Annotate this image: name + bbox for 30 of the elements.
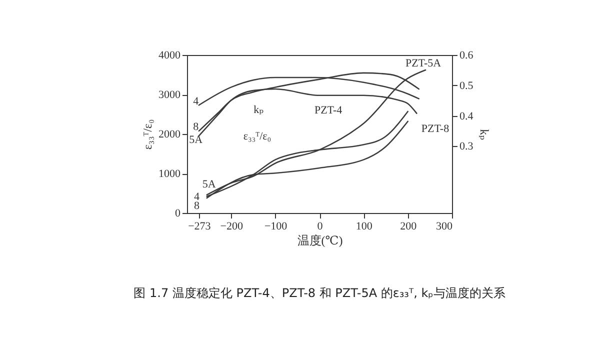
x-tick-label: 100 bbox=[356, 220, 373, 232]
y-tick-label: 0 bbox=[175, 208, 181, 220]
annotation: 8 bbox=[194, 200, 200, 212]
annotation: ε₃₃ᵀ/ε₀ bbox=[243, 130, 272, 142]
annotation: PZT-8 bbox=[421, 122, 450, 135]
x-tick-label: −100 bbox=[264, 220, 288, 232]
annotation: kₚ bbox=[254, 104, 264, 116]
y2-tick-label: 0.3 bbox=[460, 140, 474, 153]
y-tick-label: 2000 bbox=[158, 128, 181, 140]
y-tick-label: 4000 bbox=[158, 50, 181, 62]
x-tick-label: 200 bbox=[400, 220, 418, 232]
text: 图 1.7 温度稳定化 PZT-4、PZT-8 和 PZT-5A 的ε₃₃ᵀ, kₚ与温度的关系 bbox=[134, 286, 506, 300]
x-tick-label: −273 bbox=[188, 220, 212, 232]
x-tick-label: −200 bbox=[220, 220, 244, 232]
y2-axis-title: kₚ bbox=[477, 129, 492, 140]
y-tick-label: 3000 bbox=[158, 89, 181, 101]
annotation: 4 bbox=[193, 96, 200, 108]
x-axis-title: 温度(℃) bbox=[297, 234, 343, 248]
annotation: PZT-4 bbox=[314, 104, 343, 116]
y-tick-label: 1000 bbox=[158, 168, 181, 180]
y2-tick-label: 0.5 bbox=[460, 80, 474, 92]
y2-tick-label: 0.6 bbox=[460, 50, 474, 62]
annotation: PZT-5A bbox=[405, 58, 442, 70]
annotation: 5A bbox=[189, 134, 203, 146]
annotation: 5A bbox=[202, 178, 216, 191]
y-axis-title: ε₃₃ᵀ/ε₀ bbox=[140, 119, 154, 150]
x-tick-label: 0 bbox=[317, 220, 324, 232]
y2-tick-label: 0.4 bbox=[460, 110, 474, 122]
annotation: 8 bbox=[193, 120, 200, 133]
x-tick-label: 300 bbox=[436, 220, 453, 232]
